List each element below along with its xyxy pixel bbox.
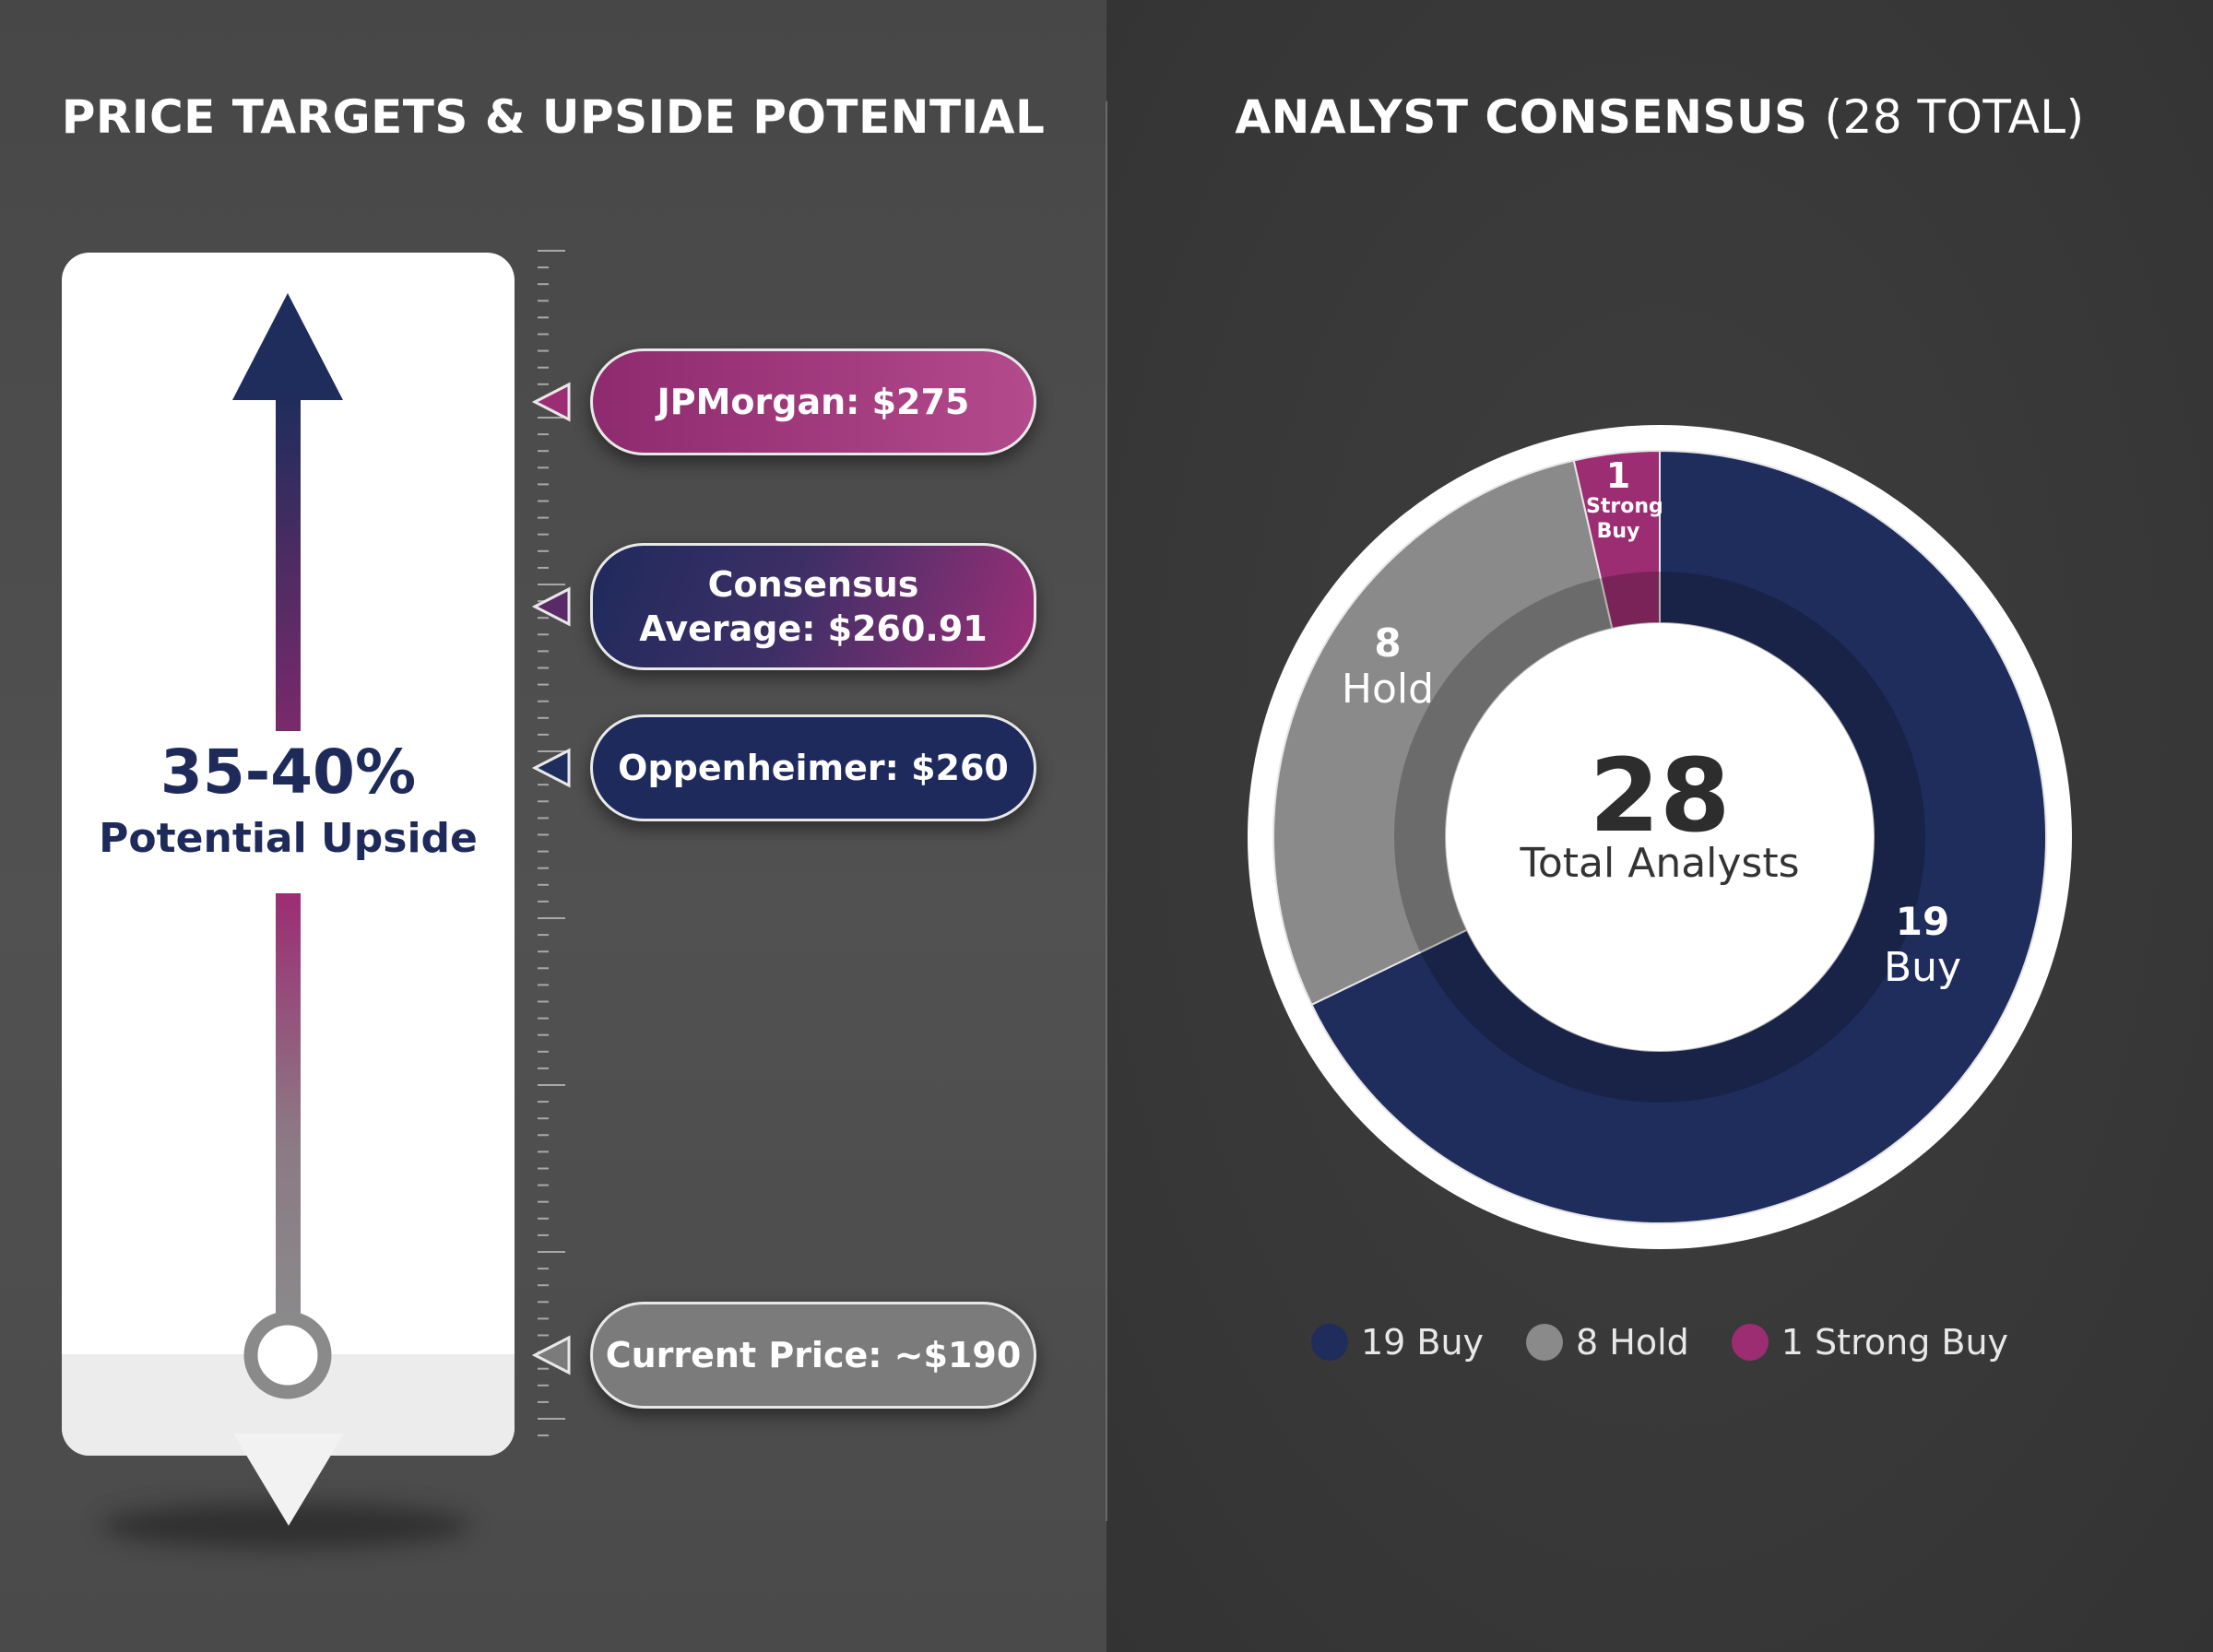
price-targets-title: PRICE TARGETS & UPSIDE POTENTIAL <box>61 90 1046 144</box>
upside-arrow <box>232 293 343 1399</box>
marker-jpmorgan <box>532 382 571 422</box>
legend-dot-hold <box>1526 1324 1564 1361</box>
marker-consensus <box>532 586 571 627</box>
arrow-shaft-top <box>276 396 301 731</box>
legend-dot-buy <box>1310 1324 1348 1361</box>
legend-dot-strong-buy <box>1731 1324 1769 1361</box>
donut-segment-hold <box>1272 459 1614 1007</box>
arrow-shaft-bottom <box>276 893 301 1327</box>
legend-text-hold: 8 Hold <box>1576 1322 1689 1363</box>
upside-percent: 35-40% <box>160 737 417 808</box>
target-current-price: Current Price: ~$190 <box>590 1302 1036 1409</box>
consensus-title-bold: ANALYST CONSENSUS <box>1235 90 1808 144</box>
legend-text-buy: 19 Buy <box>1360 1322 1485 1363</box>
price-scale-ticks <box>538 250 565 1437</box>
strong-buy-count: 1 <box>1605 455 1631 496</box>
legend-item-buy: 19 Buy <box>1310 1322 1485 1363</box>
legend-item-strong-buy: 1 Strong Buy <box>1731 1322 2009 1363</box>
panel-divider <box>1106 101 1107 1521</box>
strong-buy-name: Strong Buy <box>1586 495 1663 543</box>
buy-name: Buy <box>1883 944 1962 991</box>
upside-label: Potential Upside <box>99 815 478 862</box>
segment-label-hold: 8 Hold <box>1309 620 1466 713</box>
hold-name: Hold <box>1341 666 1435 713</box>
consensus-legend: 19 Buy 8 Hold 1 Strong Buy <box>1106 1322 2213 1363</box>
target-oppenheimer: Oppenheimer: $260 <box>590 714 1036 821</box>
gauge-pointer <box>233 1434 344 1526</box>
segment-label-strong-buy: 1 Strong Buy <box>1568 457 1669 544</box>
consensus-donut-chart <box>1248 425 2072 1249</box>
donut-center-hole <box>1446 623 1874 1051</box>
consensus-title-total: (28 TOTAL) <box>1824 90 2085 144</box>
hold-count: 8 <box>1374 620 1402 666</box>
current-price-dot <box>243 1311 332 1399</box>
legend-item-hold: 8 Hold <box>1526 1322 1689 1363</box>
total-analysts-label: Total Analysts <box>1520 840 1800 887</box>
target-consensus-average: Consensus Average: $260.91 <box>590 543 1036 670</box>
marker-oppenheimer <box>532 748 571 788</box>
total-analysts-number: 28 <box>1589 737 1731 855</box>
legend-text-strong-buy: 1 Strong Buy <box>1781 1322 2009 1363</box>
buy-count: 19 <box>1895 899 1950 944</box>
marker-current-price <box>532 1335 571 1375</box>
segment-label-buy: 19 Buy <box>1844 899 2001 991</box>
target-jpmorgan: JPMorgan: $275 <box>590 348 1036 455</box>
analyst-consensus-title: ANALYST CONSENSUS (28 TOTAL) <box>1106 90 2213 144</box>
arrow-head <box>232 293 343 400</box>
